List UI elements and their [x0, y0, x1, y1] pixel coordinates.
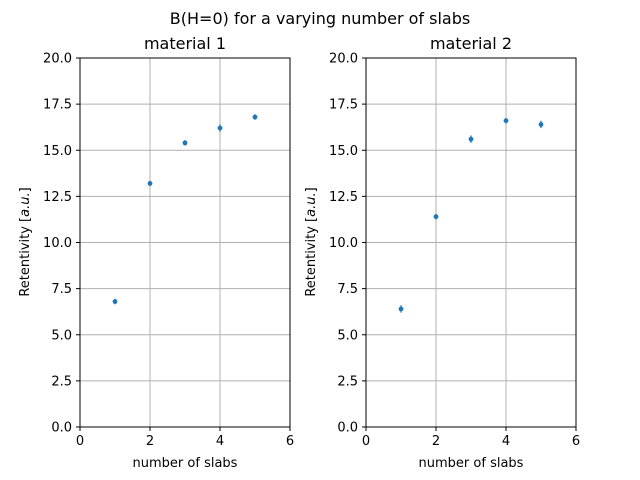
grid: [79, 57, 291, 428]
panel-material-1: material 1 number of slabs Retentivity […: [18, 34, 294, 471]
x-tick-label: 2: [146, 434, 154, 449]
x-tick-label: 0: [362, 434, 370, 449]
x-tick-label: 2: [432, 434, 440, 449]
data-point: [433, 214, 439, 220]
y-axis-label: Retentivity [a.u.]: [18, 187, 33, 296]
y-tick-label: 12.5: [43, 190, 72, 205]
y-tick-label: 0.0: [51, 421, 72, 436]
y-tick-label: 5.0: [51, 328, 72, 343]
y-tick-label: 15.0: [43, 144, 72, 159]
data-point: [252, 114, 258, 120]
y-tick-label: 2.5: [51, 374, 72, 389]
x-axis-label: number of slabs: [133, 456, 238, 471]
panel-material-2: material 2 number of slabs Retentivity […: [304, 34, 580, 471]
data-point: [398, 306, 404, 312]
y-tick-label: 2.5: [337, 374, 358, 389]
figure-suptitle: B(H=0) for a varying number of slabs: [170, 9, 470, 28]
data-point: [468, 136, 474, 142]
x-tick-label: 4: [216, 434, 224, 449]
y-tick-label: 7.5: [337, 282, 358, 297]
y-tick-label: 10.0: [43, 236, 72, 251]
y-tick-label: 7.5: [51, 282, 72, 297]
x-tick-label: 6: [572, 434, 580, 449]
data-point: [503, 118, 509, 124]
y-tick-label: 17.5: [43, 98, 72, 113]
panel-title: material 2: [430, 34, 512, 53]
data-point: [112, 299, 118, 304]
y-tick-label: 20.0: [43, 52, 72, 67]
panel-title: material 1: [144, 34, 226, 53]
x-tick-label: 6: [286, 434, 294, 449]
y-tick-label: 10.0: [329, 236, 358, 251]
x-tick-label: 0: [76, 434, 84, 449]
y-tick-label: 15.0: [329, 144, 358, 159]
x-tick-label: 4: [502, 434, 510, 449]
y-tick-label: 5.0: [337, 328, 358, 343]
y-axis-label: Retentivity [a.u.]: [304, 187, 319, 296]
data-point: [147, 181, 153, 186]
grid: [365, 57, 577, 428]
x-axis-label: number of slabs: [419, 456, 524, 471]
y-tick-label: 17.5: [329, 98, 358, 113]
y-tick-label: 12.5: [329, 190, 358, 205]
data-point: [182, 140, 188, 146]
y-tick-label: 0.0: [337, 421, 358, 436]
data-point: [538, 122, 544, 127]
y-tick-label: 20.0: [329, 52, 358, 67]
data-point: [217, 125, 223, 131]
